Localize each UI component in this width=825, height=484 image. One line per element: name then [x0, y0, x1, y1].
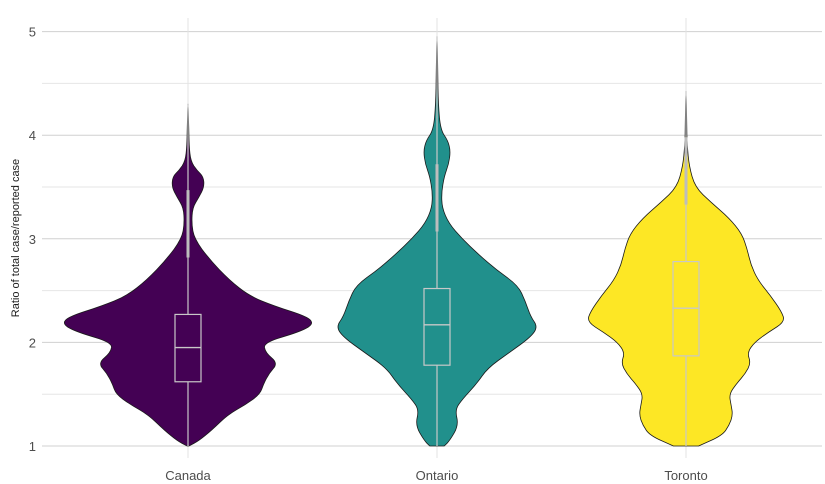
violins — [64, 36, 784, 447]
y-tick-label: 2 — [29, 335, 36, 350]
y-tick-label: 3 — [29, 232, 36, 247]
y-tick-label: 1 — [29, 439, 36, 454]
box — [423, 287, 451, 366]
x-tick-label: Ontario — [416, 468, 459, 483]
y-axis-title: Ratio of total case/reported case — [10, 159, 22, 317]
y-tick-label: 4 — [29, 128, 36, 143]
violin-toronto — [588, 91, 784, 447]
y-tick-label: 5 — [29, 25, 36, 40]
violin-ontario — [337, 36, 537, 447]
x-tick-label: Toronto — [664, 468, 707, 483]
violin-canada — [64, 103, 312, 447]
x-tick-label: Canada — [165, 468, 211, 483]
x-axis-ticks: Canada Ontario Toronto — [165, 468, 707, 483]
y-axis-ticks: 1 2 3 4 5 — [29, 25, 36, 454]
